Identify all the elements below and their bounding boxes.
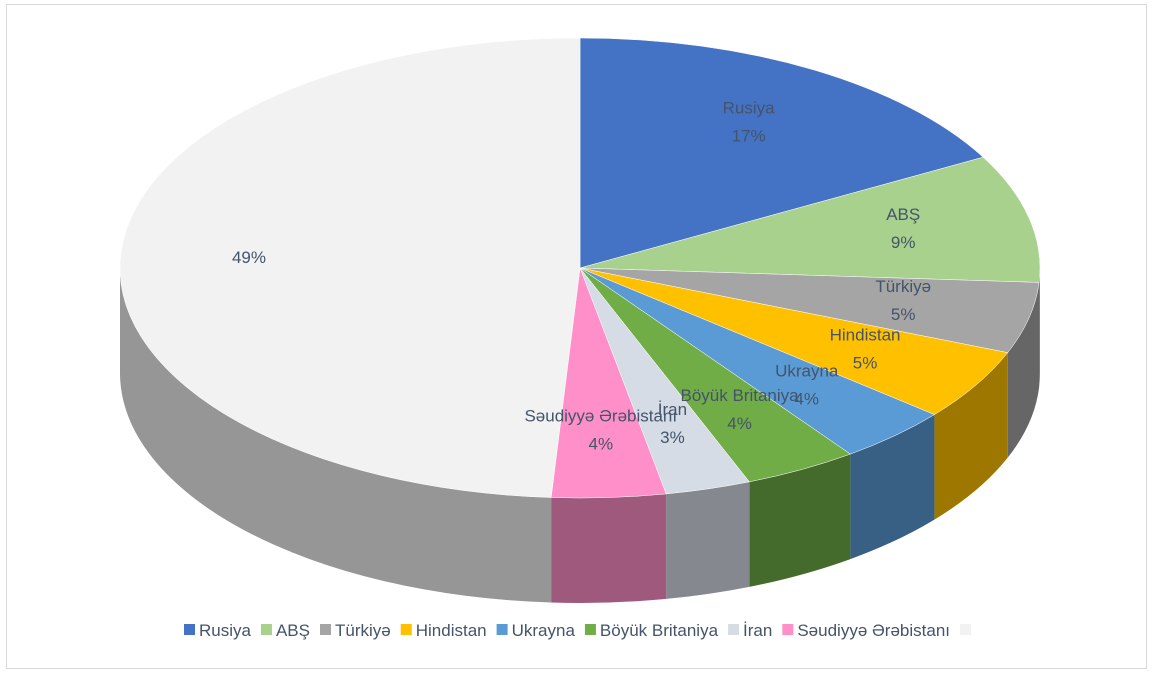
pie-side: [749, 454, 851, 587]
legend-swatch: [320, 624, 331, 635]
pie-side: [120, 268, 552, 603]
data-label: 17%: [732, 126, 766, 145]
data-label: 5%: [853, 353, 878, 372]
legend-label: İran: [743, 621, 772, 640]
data-label-name: ABŞ: [886, 205, 920, 224]
data-label: 4%: [589, 434, 614, 453]
pie-side: [1007, 282, 1040, 458]
legend-swatch: [260, 624, 272, 635]
pie-side: [551, 493, 667, 603]
data-label: 5%: [891, 305, 916, 324]
data-label-name: Böyük Britaniya: [680, 386, 799, 405]
data-label-name: Səudiyyə Ərəbistanı: [524, 406, 677, 425]
legend-label: Böyük Britaniya: [600, 621, 719, 640]
pie-slice: [579, 267, 1040, 353]
pie-side: [1039, 268, 1040, 388]
data-label-name: Hindistan: [830, 325, 901, 344]
data-label: 4%: [727, 414, 752, 433]
pie-slice: [579, 37, 984, 269]
legend-label: Ukrayna: [512, 621, 576, 640]
pie-slice: [579, 267, 1009, 415]
data-label: 9%: [891, 233, 916, 252]
data-label: 3%: [660, 428, 685, 447]
legend-swatch: [960, 624, 971, 635]
pie-side: [934, 352, 1008, 520]
legend-label: Rusiya: [199, 621, 252, 640]
pie-slice: [119, 37, 581, 498]
data-label-name: Rusiya: [723, 98, 776, 117]
data-label-name: İran: [658, 400, 687, 419]
legend-swatch: [782, 624, 794, 635]
pie-side: [666, 481, 750, 599]
pie-side: [850, 414, 935, 560]
data-label: 49%: [232, 248, 266, 267]
legend-swatch: [400, 624, 412, 635]
data-label: 4%: [794, 390, 819, 409]
data-label-name: Türkiyə: [875, 277, 931, 296]
legend-swatch: [184, 624, 195, 635]
pie-slice: [579, 156, 1041, 283]
legend-swatch: [496, 624, 508, 635]
legend-label: Türkiyə: [335, 621, 391, 640]
legend-label: Səudiyyə Ərəbistanı: [797, 621, 950, 640]
legend-label: ABŞ: [276, 621, 310, 640]
data-label-name: Ukrayna: [775, 362, 839, 381]
legend-label: Hindistan: [416, 621, 487, 640]
legend-swatch: [584, 624, 596, 635]
legend-swatch: [728, 624, 740, 635]
